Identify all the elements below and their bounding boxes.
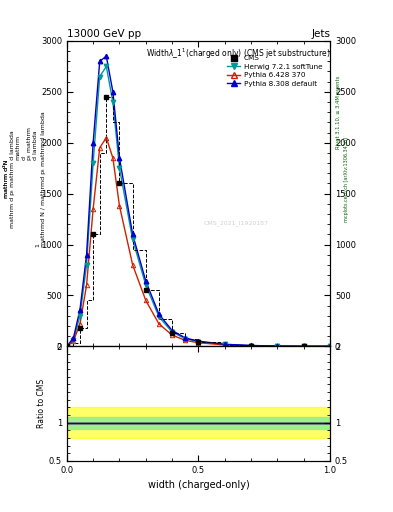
Legend: CMS, Herwig 7.2.1 softTune, Pythia 6.428 370, Pythia 8.308 default: CMS, Herwig 7.2.1 softTune, Pythia 6.428… [226, 54, 324, 89]
Text: mathrm d²N: mathrm d²N [4, 160, 9, 198]
Bar [67, 408, 330, 438]
Text: CMS_2021_I1920187: CMS_2021_I1920187 [204, 220, 269, 226]
Text: mathrm d²N
mathrm d pₜ mathrm d lambda: mathrm d²N mathrm d pₜ mathrm d lambda [4, 131, 15, 228]
Text: mcplots.cern.ch [arXiv:1306.3436]: mcplots.cern.ch [arXiv:1306.3436] [344, 137, 349, 222]
Text: 13000 GeV pp: 13000 GeV pp [67, 29, 141, 39]
Y-axis label: Ratio to CMS: Ratio to CMS [37, 379, 46, 428]
Text: Rivet 3.1.10, ≥ 3.4M events: Rivet 3.1.10, ≥ 3.4M events [336, 76, 341, 150]
Text: 1
mathrmd N / mathrmd pₜ mathrmd lambda: 1 mathrmd N / mathrmd pₜ mathrmd lambda [35, 111, 46, 247]
X-axis label: width (charged-only): width (charged-only) [148, 480, 249, 490]
Text: Width$\lambda$_1$^1$(charged only) (CMS jet substructure): Width$\lambda$_1$^1$(charged only) (CMS … [146, 47, 330, 61]
Text: Jets: Jets [311, 29, 330, 39]
Text: mathrm
d
pₜ mathrm
d lambda: mathrm d pₜ mathrm d lambda [16, 127, 38, 160]
Bar [67, 417, 330, 429]
